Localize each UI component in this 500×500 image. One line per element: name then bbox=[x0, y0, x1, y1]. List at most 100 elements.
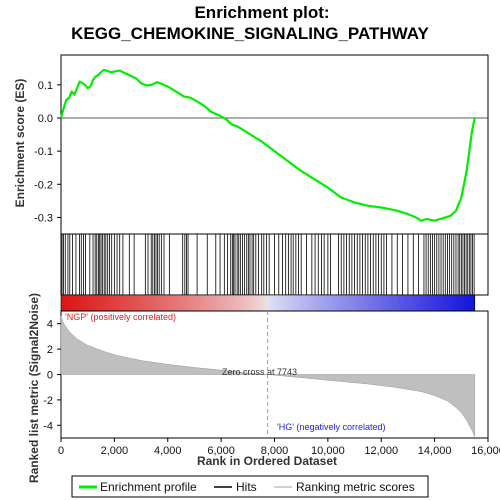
heat-strip bbox=[443, 295, 448, 311]
heat-strip bbox=[202, 295, 207, 311]
legend-box bbox=[71, 475, 429, 498]
heat-strip bbox=[305, 295, 310, 311]
heat-strip bbox=[302, 295, 307, 311]
ranking-heatmap-bar bbox=[60, 294, 476, 312]
heat-strip bbox=[460, 295, 465, 311]
heat-strip bbox=[374, 295, 379, 311]
heat-strip bbox=[116, 295, 121, 311]
heat-strip bbox=[198, 295, 203, 311]
heat-strip bbox=[388, 295, 393, 311]
es-y-tick-label: 0.0 bbox=[38, 113, 53, 125]
legend-label-enrichment: Enrichment profile bbox=[100, 480, 197, 494]
heat-strip bbox=[329, 295, 334, 311]
x-axis-label: Rank in Ordered Dataset bbox=[197, 454, 337, 468]
heat-strip bbox=[88, 295, 93, 311]
heat-strip bbox=[140, 295, 145, 311]
heat-strip bbox=[85, 295, 89, 311]
heat-strip bbox=[457, 295, 462, 311]
heat-strip bbox=[160, 295, 165, 311]
heat-strip bbox=[371, 295, 376, 311]
heat-strip bbox=[209, 295, 214, 311]
x-tick-label: 14,000 bbox=[418, 445, 452, 457]
heat-strip bbox=[347, 295, 351, 311]
heat-strip bbox=[288, 295, 293, 311]
legend-label-hits: Hits bbox=[236, 480, 257, 494]
ranked-metric-axis-label: Ranked list metric (Signal2Noise) bbox=[27, 293, 41, 483]
es-panel: 0.1 0.0 -0.1 -0.2 -0.3 bbox=[34, 54, 489, 235]
x-tick-label: 12,000 bbox=[364, 445, 398, 457]
heat-strip bbox=[236, 295, 241, 311]
heat-strip bbox=[147, 295, 152, 311]
heat-strip bbox=[223, 295, 227, 311]
heat-strip bbox=[367, 295, 372, 311]
heat-strip bbox=[233, 295, 238, 311]
heat-strip bbox=[181, 295, 186, 311]
heat-strip bbox=[123, 295, 127, 311]
heat-strip bbox=[343, 295, 348, 311]
heat-strip bbox=[260, 295, 265, 311]
heat-strip bbox=[250, 295, 255, 311]
heat-strip bbox=[81, 295, 86, 311]
heat-strip bbox=[240, 295, 245, 311]
heat-strip bbox=[64, 295, 69, 311]
heat-strip bbox=[105, 295, 110, 311]
heat-strip bbox=[467, 295, 472, 311]
rank-y-tick-label: -2 bbox=[43, 395, 53, 407]
heat-strip bbox=[178, 295, 183, 311]
heat-strip bbox=[191, 295, 196, 311]
heat-strip bbox=[247, 295, 251, 311]
heat-strip bbox=[126, 295, 131, 311]
x-tick-label: 10,000 bbox=[311, 445, 345, 457]
x-tick-label: 16,000 bbox=[471, 445, 500, 457]
heat-strip bbox=[340, 295, 345, 311]
x-tick-label: 6,000 bbox=[207, 445, 235, 457]
ranking-metric-area bbox=[60, 316, 475, 437]
heat-strip bbox=[267, 295, 272, 311]
legend-label-ranking: Ranking metric scores bbox=[296, 480, 415, 494]
heat-strip bbox=[433, 295, 438, 311]
heat-strip bbox=[309, 295, 314, 311]
heat-strip bbox=[378, 295, 382, 311]
heat-strip bbox=[409, 295, 414, 311]
heat-strip bbox=[416, 295, 420, 311]
heat-strip bbox=[405, 295, 410, 311]
es-plot-frame bbox=[60, 54, 489, 235]
hits-panel bbox=[60, 233, 489, 296]
heat-strip bbox=[167, 295, 172, 311]
heat-strip bbox=[285, 295, 289, 311]
heat-strip bbox=[92, 295, 96, 311]
heat-strip bbox=[322, 295, 327, 311]
heat-strip bbox=[336, 295, 341, 311]
heat-strip bbox=[471, 295, 476, 311]
rank-y-tick-label: 0 bbox=[47, 370, 53, 382]
heat-strip bbox=[243, 295, 248, 311]
heat-strip bbox=[357, 295, 362, 311]
chart-title-line2: KEGG_CHEMOKINE_SIGNALING_PATHWAY bbox=[71, 24, 429, 43]
heat-strip bbox=[447, 295, 451, 311]
es-y-tick-label: -0.1 bbox=[34, 146, 53, 158]
heat-strip bbox=[226, 295, 231, 311]
heat-strip bbox=[174, 295, 179, 311]
heat-strip bbox=[109, 295, 114, 311]
heat-strip bbox=[157, 295, 162, 311]
heat-strip bbox=[381, 295, 386, 311]
heat-strip bbox=[212, 295, 217, 311]
legend: Enrichment profile Hits Ranking metric s… bbox=[71, 475, 429, 498]
heat-strip bbox=[464, 295, 469, 311]
rank-y-tick-label: 4 bbox=[47, 319, 53, 331]
heat-strip bbox=[229, 295, 234, 311]
heat-strip bbox=[119, 295, 124, 311]
heat-strip bbox=[95, 295, 100, 311]
es-y-tick-label: -0.2 bbox=[34, 179, 53, 191]
chart-title-line1: Enrichment plot: bbox=[194, 3, 329, 22]
heat-strip bbox=[67, 295, 72, 311]
es-y-tick-label: 0.1 bbox=[38, 80, 53, 92]
x-tick-label: 0 bbox=[58, 445, 64, 457]
enrichment-profile-line bbox=[59, 68, 476, 222]
heat-strip bbox=[440, 295, 445, 311]
heat-strip bbox=[326, 295, 331, 311]
es-axis-label: Enrichment score (ES) bbox=[13, 79, 27, 208]
heat-strip bbox=[102, 295, 107, 311]
